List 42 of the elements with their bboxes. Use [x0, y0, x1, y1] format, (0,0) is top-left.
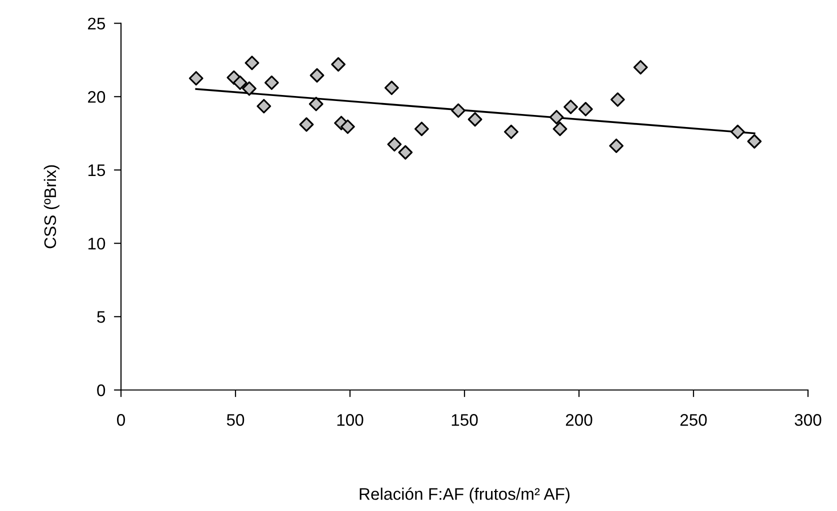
point [264, 76, 279, 90]
point [308, 96, 324, 112]
point [747, 134, 762, 149]
point [232, 76, 248, 90]
point [552, 122, 568, 136]
point [299, 117, 314, 132]
point [310, 68, 324, 83]
point [730, 124, 745, 140]
point [468, 112, 482, 127]
point [256, 98, 272, 114]
point [549, 110, 564, 124]
x-tick-label: 0 [117, 414, 125, 426]
point [414, 122, 429, 136]
y-axis-title: CSS (ºBrix) [44, 165, 60, 248]
y-tick-label: 25 [88, 18, 106, 30]
x-tick-label: 150 [452, 414, 478, 426]
point [451, 103, 466, 118]
y-tick-label: 20 [88, 91, 106, 103]
point [188, 71, 204, 86]
y-tick-label: 5 [97, 311, 106, 323]
x-tick-label: 300 [794, 414, 822, 426]
x-tick-label: 100 [337, 414, 364, 426]
point [387, 137, 402, 152]
point [504, 124, 518, 140]
y-tick-label: 10 [88, 238, 106, 250]
x-axis-title: Relación F:AF (frutos/m² AF) [360, 487, 570, 504]
point [578, 102, 593, 116]
y-tick-label: 0 [97, 384, 106, 396]
point [609, 138, 624, 153]
point [331, 57, 346, 72]
point [244, 56, 260, 70]
point [633, 60, 648, 75]
point [340, 120, 355, 134]
point [242, 81, 256, 96]
point [564, 100, 578, 114]
x-tick-label: 50 [226, 414, 244, 426]
point [384, 80, 399, 96]
x-tick-label: 200 [566, 414, 592, 426]
x-tick-label: 250 [680, 414, 707, 426]
point [610, 92, 625, 107]
point [398, 145, 413, 160]
y-tick-label: 15 [88, 164, 106, 176]
